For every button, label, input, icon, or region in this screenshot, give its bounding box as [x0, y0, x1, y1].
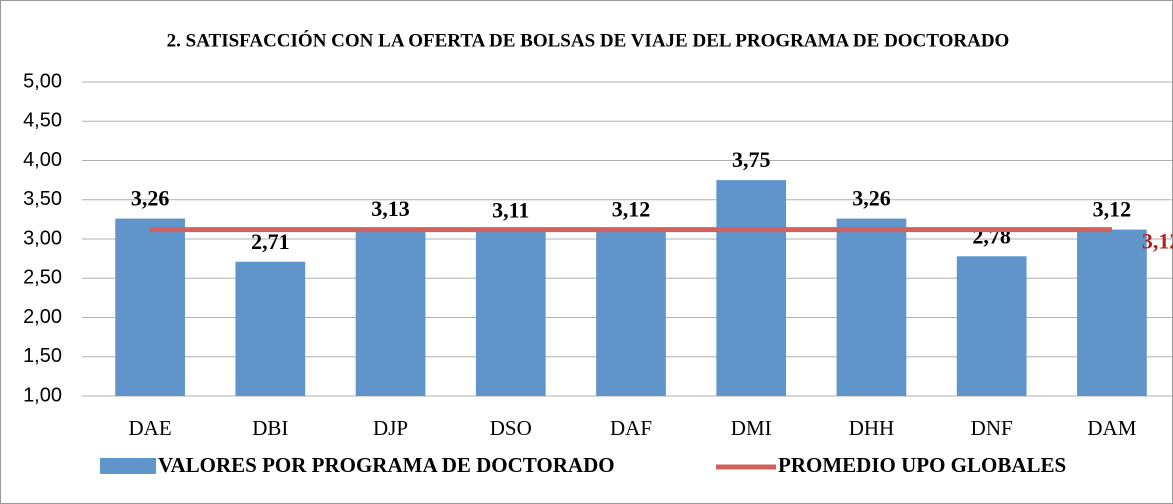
- x-tick-label: DAE: [129, 416, 172, 440]
- bar: [956, 256, 1027, 396]
- y-tick-label: 2,50: [23, 267, 62, 289]
- chart-title: 2. SATISFACCIÓN CON LA OFERTA DE BOLSAS …: [167, 29, 1010, 51]
- bar: [716, 180, 787, 396]
- y-tick-label: 3,00: [23, 227, 62, 249]
- data-label: 3,11: [492, 197, 529, 222]
- data-label: 3,75: [732, 147, 771, 172]
- x-tick-label: DBI: [252, 416, 288, 440]
- y-tick-label: 1,00: [23, 384, 62, 406]
- y-tick-label: 2,00: [23, 306, 62, 328]
- y-tick-label: 3,50: [23, 188, 62, 210]
- x-tick-label: DHH: [849, 416, 895, 440]
- y-tick-label: 4,50: [23, 110, 62, 132]
- legend-label: VALORES POR PROGRAMA DE DOCTORADO: [158, 453, 615, 477]
- y-tick-label: 4,00: [23, 149, 62, 171]
- bar: [836, 218, 907, 396]
- data-label: 3,26: [852, 186, 891, 211]
- x-tick-label: DNF: [971, 416, 1013, 440]
- x-tick-label: DAF: [610, 416, 652, 440]
- bar: [1077, 229, 1147, 396]
- bar: [475, 230, 546, 396]
- x-tick-label: DJP: [373, 416, 408, 440]
- bar: [355, 228, 426, 396]
- x-tick-label: DSO: [490, 416, 532, 440]
- data-label: 3,12: [612, 197, 651, 222]
- data-label: 2,78: [972, 223, 1011, 248]
- legend-label: PROMEDIO UPO GLOBALES: [778, 453, 1066, 477]
- data-label: 3,26: [131, 186, 170, 211]
- y-tick-label: 1,50: [23, 345, 62, 367]
- data-label: 2,71: [251, 229, 290, 254]
- y-tick-label: 5,00: [23, 70, 62, 92]
- data-label: 3,13: [371, 196, 410, 221]
- legend-swatch: [100, 458, 156, 474]
- bar: [115, 218, 185, 396]
- x-tick-label: DAM: [1087, 416, 1136, 440]
- x-tick-label: DMI: [731, 416, 772, 440]
- bar: [596, 229, 666, 396]
- data-label: 3,12: [1142, 229, 1173, 254]
- bar: [235, 261, 306, 396]
- data-label: 3,12: [1093, 197, 1132, 222]
